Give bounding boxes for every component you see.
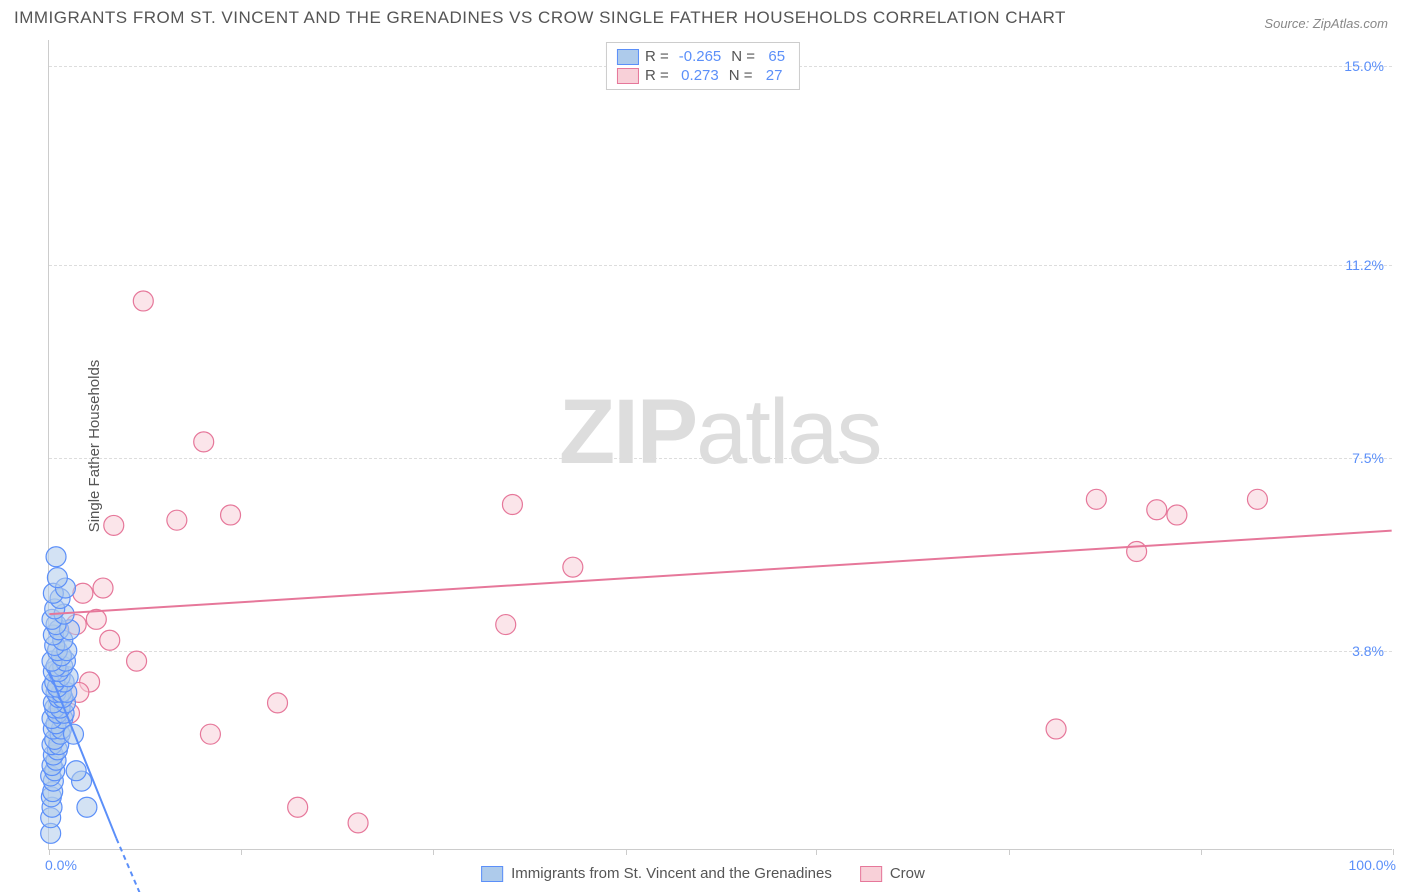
scatter-point (200, 724, 220, 744)
scatter-point (46, 547, 66, 567)
y-tick-label: 7.5% (1352, 450, 1384, 466)
legend-n-value: 27 (758, 67, 786, 84)
scatter-point (100, 630, 120, 650)
trend-line (116, 839, 156, 892)
scatter-point (1086, 489, 1106, 509)
legend-series-item: Crow (860, 865, 925, 882)
legend-r-value: 0.273 (675, 67, 723, 84)
source-value: ZipAtlas.com (1313, 16, 1388, 31)
source-attribution: Source: ZipAtlas.com (1264, 16, 1388, 31)
y-tick-label: 11.2% (1345, 257, 1384, 273)
legend-n-label: N = (729, 67, 753, 84)
scatter-point (73, 583, 93, 603)
scatter-point (221, 505, 241, 525)
scatter-point (104, 515, 124, 535)
scatter-point (563, 557, 583, 577)
legend-swatch (860, 866, 882, 882)
scatter-point (47, 568, 67, 588)
scatter-point (502, 495, 522, 515)
legend-correlation-row: R = -0.265 N = 65 (617, 47, 789, 66)
x-tick-label-max: 100.0% (1349, 857, 1396, 873)
scatter-point (1167, 505, 1187, 525)
scatter-point (288, 797, 308, 817)
legend-n-label: N = (731, 48, 755, 65)
x-tick (816, 849, 817, 855)
legend-correlation-box: R =-0.265N =65R =0.273N =27 (606, 42, 800, 90)
scatter-point (167, 510, 187, 530)
scatter-point (496, 615, 516, 635)
legend-series-item: Immigrants from St. Vincent and the Gren… (481, 865, 832, 882)
scatter-point (268, 693, 288, 713)
legend-swatch (617, 68, 639, 84)
legend-correlation-row: R = 0.273 N = 27 (617, 66, 789, 85)
legend-r-label: R = (645, 67, 669, 84)
y-tick-label: 15.0% (1344, 58, 1384, 74)
legend-r-value: -0.265 (675, 48, 726, 65)
scatter-point (93, 578, 113, 598)
x-tick (1393, 849, 1394, 855)
x-tick (1009, 849, 1010, 855)
x-tick (1201, 849, 1202, 855)
legend-series-label: Crow (890, 865, 925, 882)
legend-swatch (481, 866, 503, 882)
x-tick (49, 849, 50, 855)
scatter-point (194, 432, 214, 452)
scatter-point (1046, 719, 1066, 739)
legend-series: Immigrants from St. Vincent and the Gren… (481, 865, 925, 882)
legend-series-label: Immigrants from St. Vincent and the Gren… (511, 865, 832, 882)
chart-title: IMMIGRANTS FROM ST. VINCENT AND THE GREN… (14, 8, 1066, 28)
chart-svg (49, 40, 1392, 849)
chart-plot-area: ZIPatlas 0.0% 100.0% 3.8%7.5%11.2%15.0% (48, 40, 1392, 850)
scatter-point (1147, 500, 1167, 520)
x-tick-label-min: 0.0% (45, 857, 77, 873)
scatter-point (1247, 489, 1267, 509)
legend-r-label: R = (645, 48, 669, 65)
scatter-point (348, 813, 368, 833)
scatter-point (77, 797, 97, 817)
x-tick (626, 849, 627, 855)
source-label: Source: (1264, 16, 1309, 31)
trend-line (49, 531, 1391, 615)
legend-n-value: 65 (761, 48, 789, 65)
scatter-point (133, 291, 153, 311)
scatter-point (66, 761, 86, 781)
legend-swatch (617, 49, 639, 65)
x-tick (433, 849, 434, 855)
scatter-point (127, 651, 147, 671)
x-tick (241, 849, 242, 855)
y-tick-label: 3.8% (1352, 643, 1384, 659)
scatter-point (1127, 542, 1147, 562)
